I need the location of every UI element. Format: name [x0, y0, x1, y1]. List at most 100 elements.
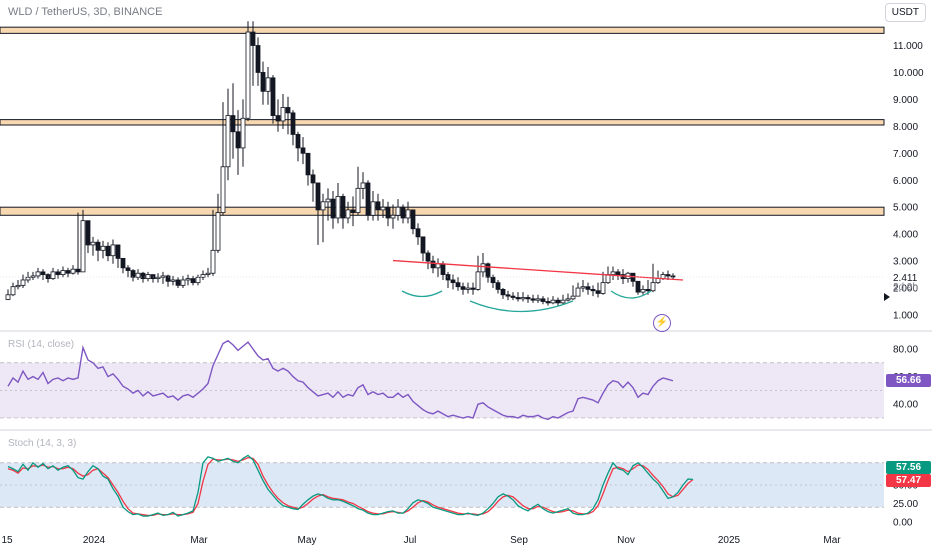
candle-body [260, 72, 266, 92]
candle-body [55, 271, 61, 275]
chart-title: WLD / TetherUS, 3D, BINANCE [8, 6, 163, 18]
candle-body [515, 297, 521, 300]
candle-body [415, 228, 421, 238]
candle-body [190, 278, 196, 284]
candle-body [335, 196, 341, 219]
candle-body [315, 182, 321, 211]
candle-body [555, 299, 561, 304]
candle-body [420, 236, 426, 254]
candle-body [225, 115, 231, 168]
candle-body [640, 288, 646, 293]
resistance-zone-1 [0, 26, 885, 34]
left-shoulder-arc [401, 290, 443, 298]
stoch-k-line [7, 454, 694, 517]
candle-body [500, 288, 506, 296]
candle-body [295, 134, 301, 149]
candle-body [200, 274, 206, 278]
candle-body [425, 252, 431, 262]
rsi-y-tick: 40.00 [893, 400, 918, 411]
lightning-icon[interactable]: ⚡ [653, 314, 671, 332]
candle-body [85, 220, 91, 246]
head-arc [469, 300, 574, 313]
candle-body [455, 282, 461, 288]
y-tick-label: 8.000 [893, 122, 918, 133]
candle-body [25, 276, 31, 281]
y-tick-label: 10.000 [893, 68, 924, 79]
candle-body [635, 280, 641, 293]
candle-body [570, 295, 576, 300]
candle-body [195, 276, 201, 284]
candle-body [610, 271, 616, 275]
candle-body [305, 152, 311, 176]
candle-body [115, 244, 121, 259]
y-tick-label: 5.000 [893, 203, 918, 214]
y-tick-label: 2.000 [893, 284, 918, 295]
rsi-pane [0, 339, 884, 421]
candle-body [185, 278, 191, 281]
candle-body [20, 279, 26, 286]
candle-body [65, 270, 71, 274]
candle-body [540, 298, 546, 302]
stoch-pane [0, 454, 884, 517]
candle-body [385, 206, 391, 219]
stoch-y-tick: 0.00 [893, 518, 913, 529]
candle-body [100, 245, 106, 251]
x-tick-label: Jul [404, 535, 417, 546]
candle-body [655, 278, 661, 284]
candle-body [330, 198, 336, 219]
candle-body [40, 271, 46, 275]
play-arrow-icon[interactable] [884, 293, 890, 301]
candle-body [95, 241, 101, 251]
candle-body [545, 301, 551, 304]
candle-body [230, 115, 236, 133]
candle-body [280, 107, 286, 122]
candle-body [395, 206, 401, 216]
candle-body [70, 268, 76, 274]
candle-body [580, 286, 586, 289]
rsi-title: RSI (14, close) [8, 339, 75, 350]
x-tick-label: Sep [510, 535, 528, 546]
stoch-d-badge: 57.47 [886, 474, 931, 487]
candle-body [505, 294, 511, 297]
rsi-value-badge: 56.66 [886, 374, 931, 387]
candle-body [240, 117, 246, 149]
x-tick-label: Mar [823, 535, 841, 546]
candle-body [15, 284, 21, 288]
axes: 1.000 2.000 3.000 4.000 5.000 6.000 7.000 8.000… [0, 41, 932, 546]
candle-body [235, 131, 241, 149]
candle-body [595, 290, 601, 294]
candle-body [645, 288, 651, 292]
candle-body [560, 299, 566, 304]
candle-body [430, 260, 436, 269]
candle-body [375, 201, 381, 211]
candle-body [155, 276, 161, 280]
resistance-zone-2 [0, 119, 885, 126]
candle-body [380, 206, 386, 211]
candle-body [245, 31, 251, 119]
price-pane [0, 21, 885, 313]
x-tick-label: May [298, 535, 317, 546]
candle-body [250, 31, 256, 46]
candle-body [45, 274, 51, 280]
candle-body [145, 274, 151, 280]
candle-body [265, 77, 271, 92]
currency-button[interactable]: USDT [884, 3, 926, 22]
candle-body [110, 244, 116, 257]
candle-body [325, 198, 331, 203]
candle-body [530, 298, 536, 301]
candle-body [600, 282, 606, 294]
candle-body [405, 209, 411, 219]
x-tick-label: 15 [1, 535, 13, 546]
candle-body [90, 241, 96, 246]
candle-body [370, 201, 376, 216]
y-tick-label: 11.000 [893, 41, 923, 52]
candle-body [525, 297, 531, 300]
candle-body [440, 263, 446, 275]
candle-body [360, 182, 366, 189]
resistance-zone-3 [0, 206, 885, 216]
stoch-d-line [7, 456, 694, 516]
y-tick-label: 9.000 [893, 95, 918, 106]
candle-body [120, 258, 126, 269]
candle-body [135, 272, 141, 278]
